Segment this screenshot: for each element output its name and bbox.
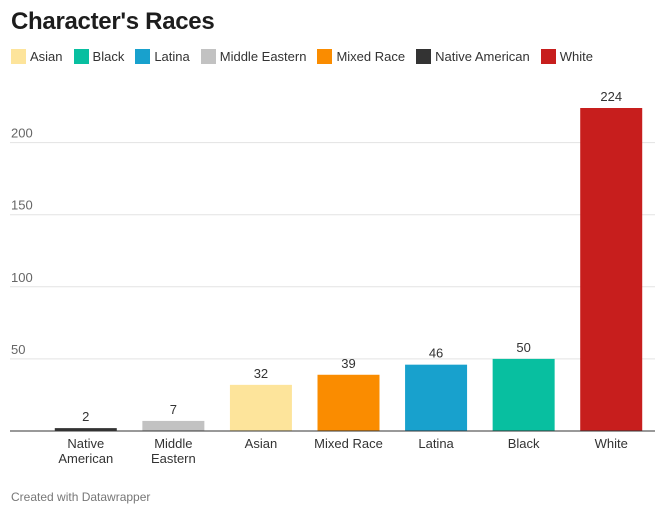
legend-swatch (135, 49, 151, 64)
bar (492, 358, 555, 431)
legend-item: Mixed Race (317, 49, 405, 64)
data-label: 7 (170, 402, 177, 417)
legend: Asian Black Latina Middle Eastern Mixed Race… (11, 49, 604, 64)
legend-label: White (559, 49, 593, 64)
legend-swatch (73, 49, 89, 64)
legend-item: Latina (135, 49, 190, 64)
x-tick-label: Latina (418, 436, 454, 451)
y-tick-label: 150 (11, 198, 33, 213)
y-tick-label: 100 (11, 270, 33, 285)
data-label: 32 (254, 366, 268, 381)
legend-item: Native American (416, 49, 530, 64)
y-tick-label: 200 (11, 126, 33, 141)
legend-item: Black (73, 49, 125, 64)
legend-label: Mixed Race (336, 49, 406, 64)
chart-title: Character's Races (11, 8, 215, 35)
legend-swatch (200, 49, 216, 64)
legend-item: Middle Eastern (200, 49, 307, 64)
bar (405, 364, 468, 431)
legend-label: Native American (435, 49, 530, 64)
data-label: 39 (341, 356, 355, 371)
legend-label: Latina (154, 49, 190, 64)
legend-label: Middle Eastern (219, 49, 307, 64)
legend-swatch (540, 49, 556, 64)
x-tick-label: White (595, 436, 628, 451)
bar (54, 428, 117, 431)
legend-label: Asian (30, 49, 63, 64)
bar (229, 384, 292, 431)
data-label: 2 (82, 409, 89, 424)
legend-item: Asian (11, 49, 63, 64)
x-tick-label: American (58, 451, 113, 466)
data-label: 224 (600, 89, 622, 104)
legend-label: Black (92, 49, 125, 64)
x-tick-label: Asian (245, 436, 278, 451)
legend-swatch (317, 49, 333, 64)
legend-swatch (416, 49, 432, 64)
bar (317, 374, 380, 431)
legend-swatch (11, 49, 26, 64)
footer-credit: Created with Datawrapper (11, 490, 151, 504)
x-tick-label: Black (508, 436, 540, 451)
bar (580, 108, 643, 431)
x-tick-label: Mixed Race (314, 436, 383, 451)
bar (142, 420, 205, 431)
legend-item: White (540, 49, 593, 64)
y-tick-label: 50 (11, 342, 25, 357)
data-label: 50 (516, 340, 530, 355)
x-tick-label: Native (67, 436, 104, 451)
data-label: 46 (429, 346, 443, 361)
x-tick-label: Eastern (151, 451, 196, 466)
x-tick-label: Middle (154, 436, 192, 451)
